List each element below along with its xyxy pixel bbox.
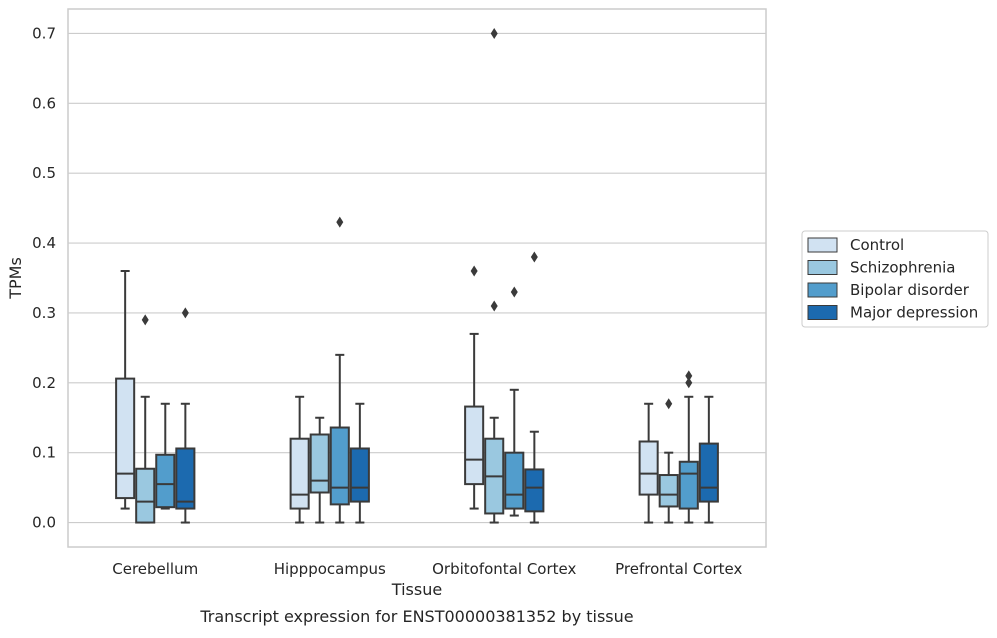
box-2-2 xyxy=(504,286,525,517)
y-tick-label: 0.7 xyxy=(32,24,56,42)
legend-label: Major depression xyxy=(850,304,978,322)
box-body xyxy=(155,453,176,509)
plot-frame xyxy=(67,8,767,548)
box-2-0 xyxy=(464,265,485,510)
box-1-0 xyxy=(289,395,310,524)
box-2-1 xyxy=(484,27,505,524)
box-body xyxy=(115,377,136,500)
figure-caption: Transcript expression for ENST0000038135… xyxy=(199,607,633,626)
box-body xyxy=(329,426,350,506)
gridlines xyxy=(68,32,766,524)
box-0-0 xyxy=(115,270,136,510)
y-tick-label: 0.4 xyxy=(32,234,56,252)
y-axis-label: TPMs xyxy=(6,257,25,300)
box-body xyxy=(289,437,310,510)
outlier-point xyxy=(470,265,478,277)
box-3-1 xyxy=(658,398,679,524)
box-body xyxy=(698,442,719,503)
box-3-3 xyxy=(698,395,719,524)
plot-area xyxy=(115,27,719,524)
outlier-point xyxy=(665,398,673,410)
y-tick-label: 0.3 xyxy=(32,304,56,322)
outlier-point xyxy=(336,216,344,228)
outlier-point xyxy=(181,307,189,319)
x-axis-ticks: Cerebellum Hipppocampus Orbitofontal Corte… xyxy=(112,560,742,578)
box-body xyxy=(504,451,525,510)
box-3-2 xyxy=(678,370,699,524)
box-body xyxy=(638,440,659,496)
y-tick-label: 0.0 xyxy=(32,514,56,532)
x-axis-label: Tissue xyxy=(391,580,442,599)
legend-frame xyxy=(801,230,989,328)
y-tick-label: 0.6 xyxy=(32,94,56,112)
box-3-0 xyxy=(638,402,659,524)
y-tick-label: 0.2 xyxy=(32,374,56,392)
box-body xyxy=(658,474,679,508)
x-tick-label: Hipppocampus xyxy=(274,560,386,578)
box-body xyxy=(678,460,699,510)
legend: Control Schizophrenia Bipolar disorder Majo… xyxy=(801,230,989,328)
legend-label: Schizophrenia xyxy=(850,259,955,277)
box-body xyxy=(464,405,485,486)
legend-label: Control xyxy=(850,236,904,254)
box-1-2 xyxy=(329,216,350,524)
box-2-3 xyxy=(524,251,545,524)
box-body xyxy=(524,468,545,513)
outlier-point xyxy=(141,314,149,326)
x-tick-label: Orbitofontal Cortex xyxy=(432,560,576,578)
x-tick-label: Prefrontal Cortex xyxy=(615,560,742,578)
y-axis-ticks: 0.0 0.1 0.2 0.3 0.4 0.5 0.6 0.7 xyxy=(32,24,56,531)
box-0-1 xyxy=(135,314,156,524)
x-tick-label: Cerebellum xyxy=(112,560,198,578)
y-tick-label: 0.5 xyxy=(32,164,56,182)
outlier-point xyxy=(685,377,693,389)
box-0-2 xyxy=(155,402,176,510)
legend-swatch xyxy=(807,282,838,298)
legend-swatch xyxy=(807,260,838,275)
outlier-point xyxy=(490,300,498,312)
outlier-point xyxy=(530,251,538,263)
legend-swatch xyxy=(807,237,838,253)
box-body xyxy=(309,433,330,494)
outlier-point xyxy=(510,286,518,298)
y-tick-label: 0.1 xyxy=(32,444,56,462)
box-1-3 xyxy=(349,402,370,524)
box-body xyxy=(135,467,156,524)
outlier-point xyxy=(685,370,693,382)
box-1-1 xyxy=(309,416,330,524)
box-body xyxy=(349,447,370,503)
box-0-3 xyxy=(175,307,196,524)
box-body xyxy=(175,447,196,510)
legend-label: Bipolar disorder xyxy=(850,281,970,299)
legend-swatch xyxy=(807,305,838,320)
outlier-point xyxy=(490,27,498,39)
